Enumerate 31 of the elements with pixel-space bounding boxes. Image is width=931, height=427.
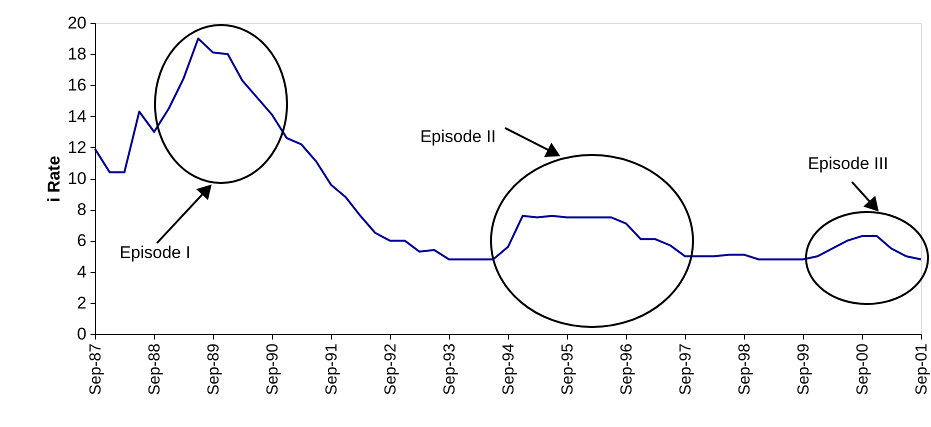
annotation: Episode I [120,243,190,262]
y-tick-label: 20 [68,14,86,32]
x-tick-label: Sep-91 [323,343,340,396]
y-tick-label: 0 [77,324,86,344]
y-tick-label: 18 [68,44,86,64]
y-tick-label: 14 [68,106,86,126]
y-tick-label: 2 [77,293,86,312]
x-tick-label: Sep-96 [618,343,636,396]
x-tick-label: Sep-94 [500,343,518,396]
y-tick-label: 6 [77,231,86,250]
y-tick-label: 8 [77,200,86,220]
x-tick-label: Sep-99 [795,343,812,396]
x-tick-label: Sep-87 [88,343,104,396]
x-tick-label: Sep-95 [559,343,576,396]
y-tick-label: 4 [77,262,86,282]
annotation: Episode II [420,127,496,146]
x-tick-label: Sep-93 [442,343,459,396]
x-tick-label: Sep-90 [264,343,282,396]
y-axis-title: i Rate [44,156,64,202]
y-tick-label: 12 [68,138,86,157]
y-tick-label: 10 [68,169,86,188]
x-tick-label: Sep-00 [854,343,872,396]
x-tick-label: Sep-88 [146,343,164,396]
line-series [94,38,922,260]
x-tick-label: Sep-89 [206,343,223,396]
x-tick-label: Sep-97 [678,343,695,396]
annotation: Episode III [808,154,888,173]
x-tick-label: Sep-98 [736,343,754,396]
x-tick-label: Sep-92 [382,343,400,396]
y-tick-label: 16 [68,76,86,95]
x-tick-label: Sep-01 [914,343,930,396]
